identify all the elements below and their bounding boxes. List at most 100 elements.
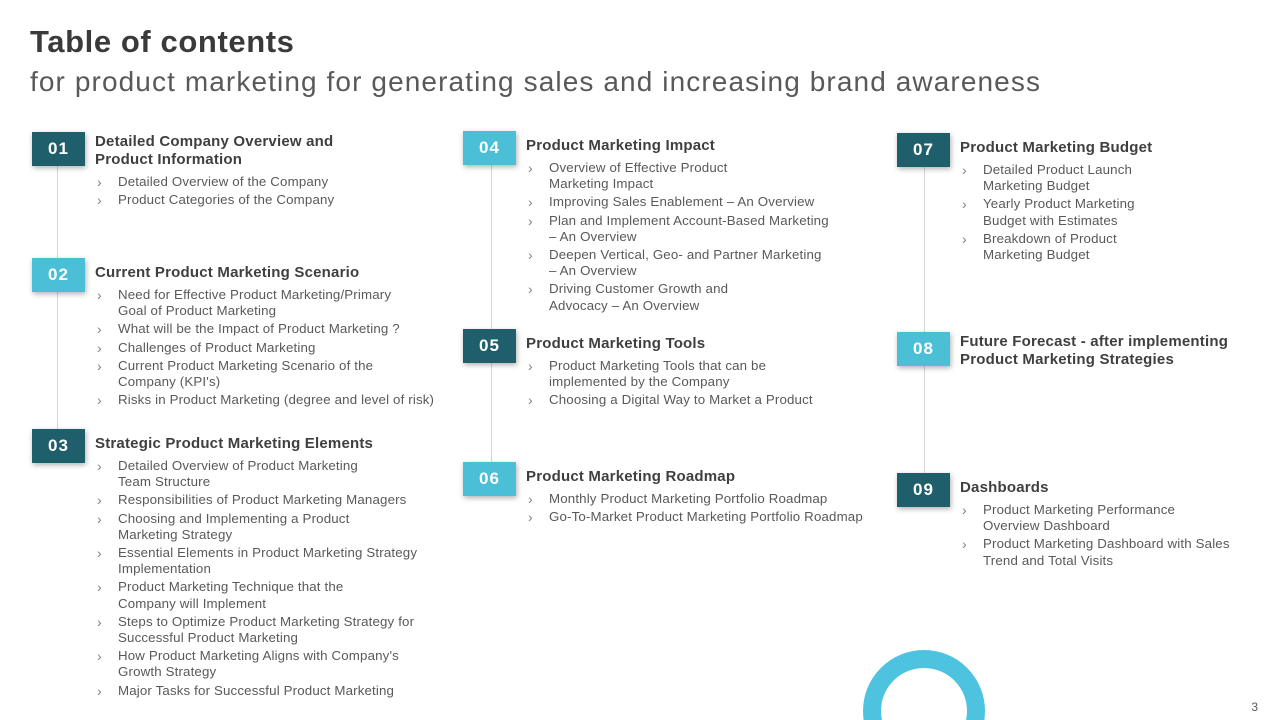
chevron-bullet-icon: › (962, 536, 967, 553)
list-item: › Current Product Marketing Scenario of … (97, 358, 450, 390)
section-number-badge: 08 (897, 332, 950, 366)
list-item: › Deepen Vertical, Geo- and Partner Mark… (528, 247, 881, 279)
list-item: › Challenges of Product Marketing (97, 340, 450, 356)
chevron-bullet-icon: › (97, 174, 102, 190)
toc-section-04: 04 Product Marketing Impact › Overview o… (463, 131, 881, 316)
connector-line-column-2 (491, 165, 492, 462)
list-item-text: Steps to Optimize Product Marketing Stra… (118, 613, 415, 646)
section-heading: Dashboards (960, 479, 1049, 496)
section-number-badge: 07 (897, 133, 950, 167)
list-item: › Product Marketing Dashboard with Sales… (962, 536, 1277, 568)
section-number-badge: 02 (32, 258, 85, 292)
list-item-text: Monthly Product Marketing Portfolio Road… (549, 491, 828, 506)
list-item-text: Yearly Product Marketing Budget with Est… (983, 196, 1135, 228)
chevron-bullet-icon: › (962, 196, 967, 213)
chevron-bullet-icon: › (528, 160, 533, 176)
list-item-text: Responsibilities of Product Marketing Ma… (118, 492, 407, 508)
list-item: › Monthly Product Marketing Portfolio Ro… (528, 491, 893, 507)
list-item-text: Essential Elements in Product Marketing … (118, 545, 418, 577)
section-heading: Future Forecast - after implementing Pro… (960, 333, 1229, 368)
section-heading: Strategic Product Marketing Elements (95, 435, 374, 452)
list-item-text: Overview of Effective Product Marketing … (549, 160, 728, 192)
list-item: › Product Marketing Tools that can be im… (528, 358, 881, 390)
chevron-bullet-icon: › (528, 491, 533, 507)
list-item-text: Choosing and Implementing a Product Mark… (118, 510, 350, 542)
section-items: › Need for Effective Product Marketing/P… (95, 287, 450, 408)
chevron-bullet-icon: › (97, 510, 102, 527)
section-heading: Detailed Company Overview and Product In… (95, 133, 334, 168)
list-item: › Overview of Effective Product Marketin… (528, 160, 881, 192)
section-heading: Product Marketing Tools (526, 335, 706, 352)
list-item: › Breakdown of Product Marketing Budget (962, 231, 1277, 263)
list-item: › Detailed Product Launch Marketing Budg… (962, 162, 1277, 194)
chevron-bullet-icon: › (97, 339, 102, 356)
list-item: › Driving Customer Growth and Advocacy –… (528, 281, 881, 313)
toc-section-09: 09 Dashboards › Product Marketing Perfor… (897, 473, 1277, 571)
section-items: › Product Marketing Tools that can be im… (526, 358, 881, 409)
list-item-text: Go-To-Market Product Marketing Portfolio… (549, 509, 863, 525)
chevron-bullet-icon: › (97, 613, 102, 630)
chevron-bullet-icon: › (528, 358, 533, 374)
section-items: › Detailed Overview of Product Marketing… (95, 458, 450, 699)
chevron-bullet-icon: › (528, 509, 533, 526)
list-item: › Go-To-Market Product Marketing Portfol… (528, 509, 893, 525)
list-item-text: Detailed Overview of the Company (118, 174, 329, 189)
page-subtitle: for product marketing for generating sal… (30, 66, 1042, 97)
section-items: › Monthly Product Marketing Portfolio Ro… (526, 491, 893, 525)
list-item: › Yearly Product Marketing Budget with E… (962, 196, 1277, 228)
toc-section-03: 03 Strategic Product Marketing Elements … (32, 429, 450, 701)
list-item: › Product Marketing Performance Overview… (962, 502, 1277, 534)
chevron-bullet-icon: › (528, 392, 533, 409)
list-item: › Improving Sales Enablement – An Overvi… (528, 194, 881, 210)
chevron-bullet-icon: › (97, 192, 102, 209)
list-item: › Need for Effective Product Marketing/P… (97, 287, 450, 319)
section-items: › Detailed Overview of the Company › Pro… (95, 174, 450, 208)
list-item: › Choosing a Digital Way to Market a Pro… (528, 392, 881, 408)
list-item-text: Product Categories of the Company (118, 192, 335, 208)
section-number-badge: 06 (463, 462, 516, 496)
section-heading: Current Product Marketing Scenario (95, 264, 360, 281)
list-item: › Product Marketing Technique that the C… (97, 579, 450, 611)
list-item: › Plan and Implement Account-Based Marke… (528, 213, 881, 245)
list-item: › Detailed Overview of Product Marketing… (97, 458, 450, 490)
decorative-ring (863, 650, 985, 720)
section-number-badge: 01 (32, 132, 85, 166)
toc-section-07: 07 Product Marketing Budget › Detailed P… (897, 133, 1277, 265)
list-item-text: Need for Effective Product Marketing/Pri… (118, 287, 392, 319)
chevron-bullet-icon: › (97, 682, 102, 699)
list-item-text: Plan and Implement Account-Based Marketi… (549, 212, 829, 244)
list-item: › How Product Marketing Aligns with Comp… (97, 648, 450, 680)
connector-line-column-3 (924, 167, 925, 473)
list-item: › Detailed Overview of the Company (97, 174, 450, 190)
list-item-text: Product Marketing Performance Overview D… (983, 502, 1176, 534)
chevron-bullet-icon: › (97, 321, 102, 338)
list-item-text: Detailed Product Launch Marketing Budget (983, 162, 1133, 194)
list-item: › Essential Elements in Product Marketin… (97, 545, 450, 577)
connector-line-column-1 (57, 166, 58, 429)
list-item-text: Product Marketing Technique that the Com… (118, 579, 344, 611)
section-items: › Overview of Effective Product Marketin… (526, 160, 881, 314)
chevron-bullet-icon: › (962, 162, 967, 178)
chevron-bullet-icon: › (97, 648, 102, 665)
section-heading: Product Marketing Budget (960, 139, 1153, 156)
list-item-text: What will be the Impact of Product Marke… (118, 321, 400, 337)
section-number-badge: 09 (897, 473, 950, 507)
list-item-text: How Product Marketing Aligns with Compan… (118, 648, 399, 680)
list-item: › What will be the Impact of Product Mar… (97, 321, 450, 337)
chevron-bullet-icon: › (97, 579, 102, 596)
section-items: › Detailed Product Launch Marketing Budg… (960, 162, 1277, 263)
section-number-badge: 04 (463, 131, 516, 165)
list-item-text: Risks in Product Marketing (degree and l… (118, 392, 435, 408)
list-item: › Major Tasks for Successful Product Mar… (97, 683, 450, 699)
section-heading: Product Marketing Roadmap (526, 468, 736, 485)
section-items: › Product Marketing Performance Overview… (960, 502, 1277, 569)
chevron-bullet-icon: › (528, 212, 533, 229)
chevron-bullet-icon: › (97, 357, 102, 374)
chevron-bullet-icon: › (962, 502, 967, 518)
chevron-bullet-icon: › (97, 287, 102, 303)
chevron-bullet-icon: › (97, 458, 102, 474)
list-item: › Risks in Product Marketing (degree and… (97, 392, 450, 408)
list-item-text: Improving Sales Enablement – An Overview (549, 194, 815, 210)
list-item-text: Deepen Vertical, Geo- and Partner Market… (549, 247, 822, 279)
